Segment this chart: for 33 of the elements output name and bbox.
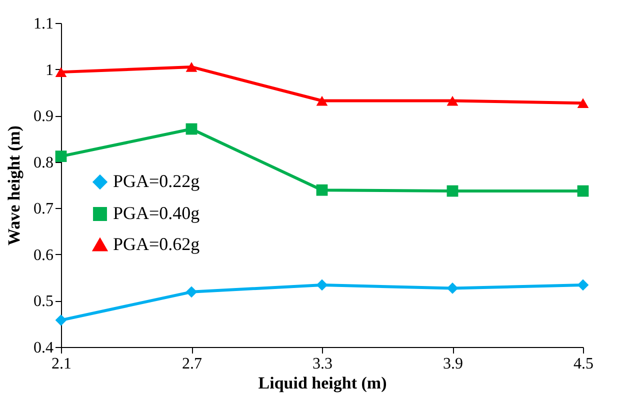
legend-label: PGA=0.22g: [113, 171, 200, 191]
point: [577, 185, 589, 197]
y-tick-label: 0.7: [34, 200, 54, 218]
legend-label: PGA=0.40g: [113, 203, 200, 223]
y-tick-label: 0.4: [34, 340, 54, 356]
y-tick-label: 1.1: [34, 16, 54, 32]
x-tick-label: 3.3: [312, 356, 332, 372]
point: [55, 314, 67, 326]
y-axis-title: Wave height (m): [4, 126, 24, 246]
legend-label: PGA=0.62g: [113, 234, 200, 254]
point: [186, 123, 198, 135]
point: [186, 62, 198, 72]
point: [316, 184, 328, 196]
x-tick-label: 3.9: [443, 356, 463, 372]
point: [186, 286, 198, 298]
y-tick-label: 1: [46, 62, 54, 79]
x-axis-title: Liquid height (m): [258, 374, 387, 392]
y-tick-label: 0.6: [34, 246, 54, 264]
x-tick-label: 2.7: [182, 356, 202, 372]
y-tick-label: 0.8: [34, 154, 54, 172]
y-tick-label: 0.5: [34, 293, 54, 310]
point: [55, 67, 67, 77]
point: [446, 185, 458, 197]
point: [577, 279, 589, 291]
point: [446, 96, 458, 106]
point: [316, 279, 328, 291]
y-tick-label: 0.9: [34, 108, 54, 126]
x-tick-label: 2.1: [52, 356, 72, 372]
point: [55, 150, 67, 162]
point: [316, 96, 328, 106]
point: [446, 282, 458, 294]
x-tick-label: 4.5: [574, 356, 594, 372]
point: [577, 98, 589, 108]
